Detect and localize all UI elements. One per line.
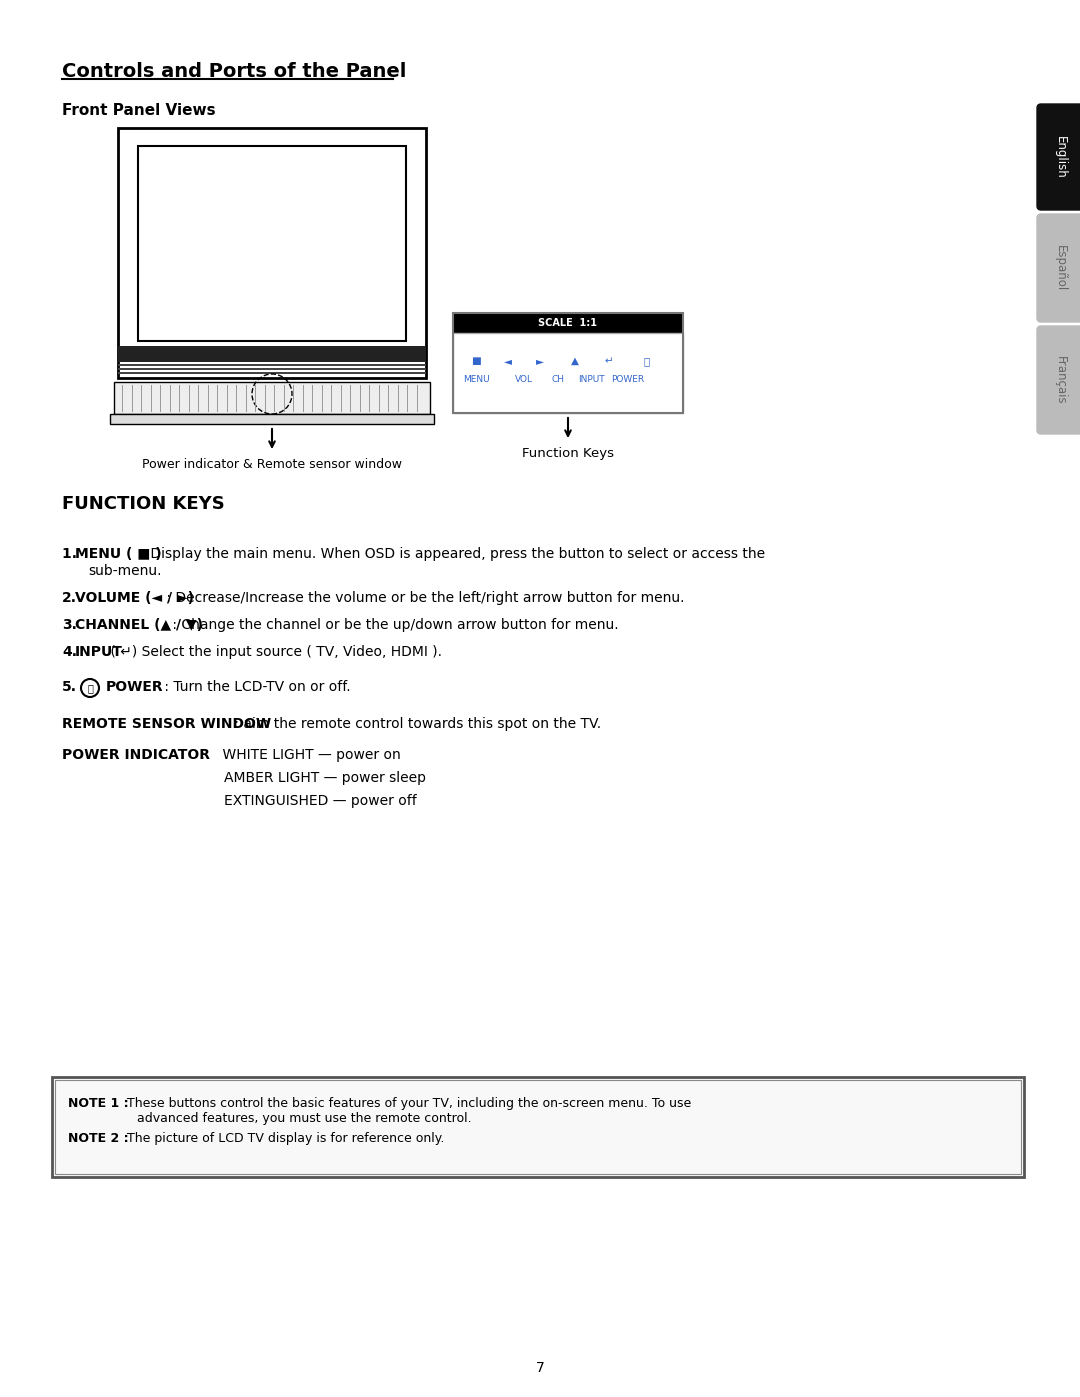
Text: 7: 7 [536, 1361, 544, 1375]
Text: sub-menu.: sub-menu. [87, 564, 162, 578]
Text: ►: ► [537, 356, 544, 366]
Text: 2.: 2. [62, 591, 77, 605]
Text: ⏻: ⏻ [643, 356, 649, 366]
Text: 3.: 3. [62, 617, 77, 631]
Text: POWER: POWER [611, 374, 645, 384]
Bar [118, 367, 426, 370]
Text: 4.: 4. [62, 645, 77, 659]
Text: ◄: ◄ [504, 356, 512, 366]
Text: VOL: VOL [515, 374, 534, 384]
Text: ( ↵) Select the input source ( TV, Video, HDMI ).: ( ↵) Select the input source ( TV, Video… [106, 645, 442, 659]
Text: :    WHITE LIGHT — power on: : WHITE LIGHT — power on [195, 747, 401, 761]
Bar [138, 147, 406, 341]
Text: CHANNEL (▲ / ▼): CHANNEL (▲ / ▼) [75, 617, 203, 631]
Text: SCALE  1:1: SCALE 1:1 [539, 319, 597, 328]
Text: : Decrease/Increase the volume or be the left/right arrow button for menu.: : Decrease/Increase the volume or be the… [162, 591, 685, 605]
FancyBboxPatch shape [1037, 214, 1080, 321]
Text: AMBER LIGHT — power sleep: AMBER LIGHT — power sleep [224, 771, 426, 785]
Text: Français: Français [1054, 356, 1067, 404]
Text: Function Keys: Function Keys [522, 447, 615, 460]
Text: MENU: MENU [462, 374, 489, 384]
Circle shape [81, 679, 99, 697]
FancyBboxPatch shape [1037, 103, 1080, 210]
Text: ↵: ↵ [605, 356, 613, 366]
Bar [110, 414, 434, 425]
Bar [453, 332, 683, 414]
Bar [118, 372, 426, 374]
Text: ■: ■ [471, 356, 481, 366]
Text: NOTE 1 :: NOTE 1 : [68, 1097, 129, 1111]
Text: These buttons control the basic features of your TV, including the on-screen men: These buttons control the basic features… [123, 1097, 691, 1111]
Bar [453, 313, 683, 414]
Bar [118, 346, 426, 362]
Text: VOLUME (◄ / ►): VOLUME (◄ / ►) [75, 591, 194, 605]
Text: ⏻: ⏻ [87, 683, 93, 693]
Text: : Display the main menu. When OSD is appeared, press the button to select or acc: : Display the main menu. When OSD is app… [137, 548, 765, 562]
Text: 5.: 5. [62, 680, 77, 694]
FancyBboxPatch shape [1037, 326, 1080, 434]
Text: Power indicator & Remote sensor window: Power indicator & Remote sensor window [141, 458, 402, 471]
Text: The picture of LCD TV display is for reference only.: The picture of LCD TV display is for ref… [123, 1132, 444, 1146]
Text: : Change the channel or be the up/down arrow button for menu.: : Change the channel or be the up/down a… [168, 617, 619, 631]
Text: EXTINGUISHED — power off: EXTINGUISHED — power off [224, 793, 417, 807]
Text: 1.: 1. [62, 548, 82, 562]
Text: : Turn the LCD-TV on or off.: : Turn the LCD-TV on or off. [160, 680, 351, 694]
Bar [52, 1077, 1024, 1178]
Text: advanced features, you must use the remote control.: advanced features, you must use the remo… [137, 1112, 472, 1125]
Text: English: English [1054, 136, 1067, 179]
Text: Controls and Ports of the Panel: Controls and Ports of the Panel [62, 61, 406, 81]
Text: POWER: POWER [106, 680, 164, 694]
Bar [55, 1080, 1021, 1173]
Text: CH: CH [551, 374, 564, 384]
Bar [114, 381, 430, 414]
Text: Front Panel Views: Front Panel Views [62, 103, 216, 117]
Text: Español: Español [1054, 244, 1067, 291]
Bar [118, 365, 426, 366]
Bar [118, 129, 426, 379]
Text: MENU ( ■ ): MENU ( ■ ) [75, 548, 162, 562]
Text: NOTE 2 :: NOTE 2 : [68, 1132, 129, 1146]
Text: FUNCTION KEYS: FUNCTION KEYS [62, 495, 225, 513]
Text: : aim the remote control towards this spot on the TV.: : aim the remote control towards this sp… [230, 717, 602, 731]
Bar [453, 313, 683, 332]
Text: POWER INDICATOR: POWER INDICATOR [62, 747, 210, 761]
Text: INPUT: INPUT [75, 645, 123, 659]
Text: ▲: ▲ [571, 356, 579, 366]
Text: INPUT: INPUT [578, 374, 605, 384]
Text: REMOTE SENSOR WINDOW: REMOTE SENSOR WINDOW [62, 717, 271, 731]
